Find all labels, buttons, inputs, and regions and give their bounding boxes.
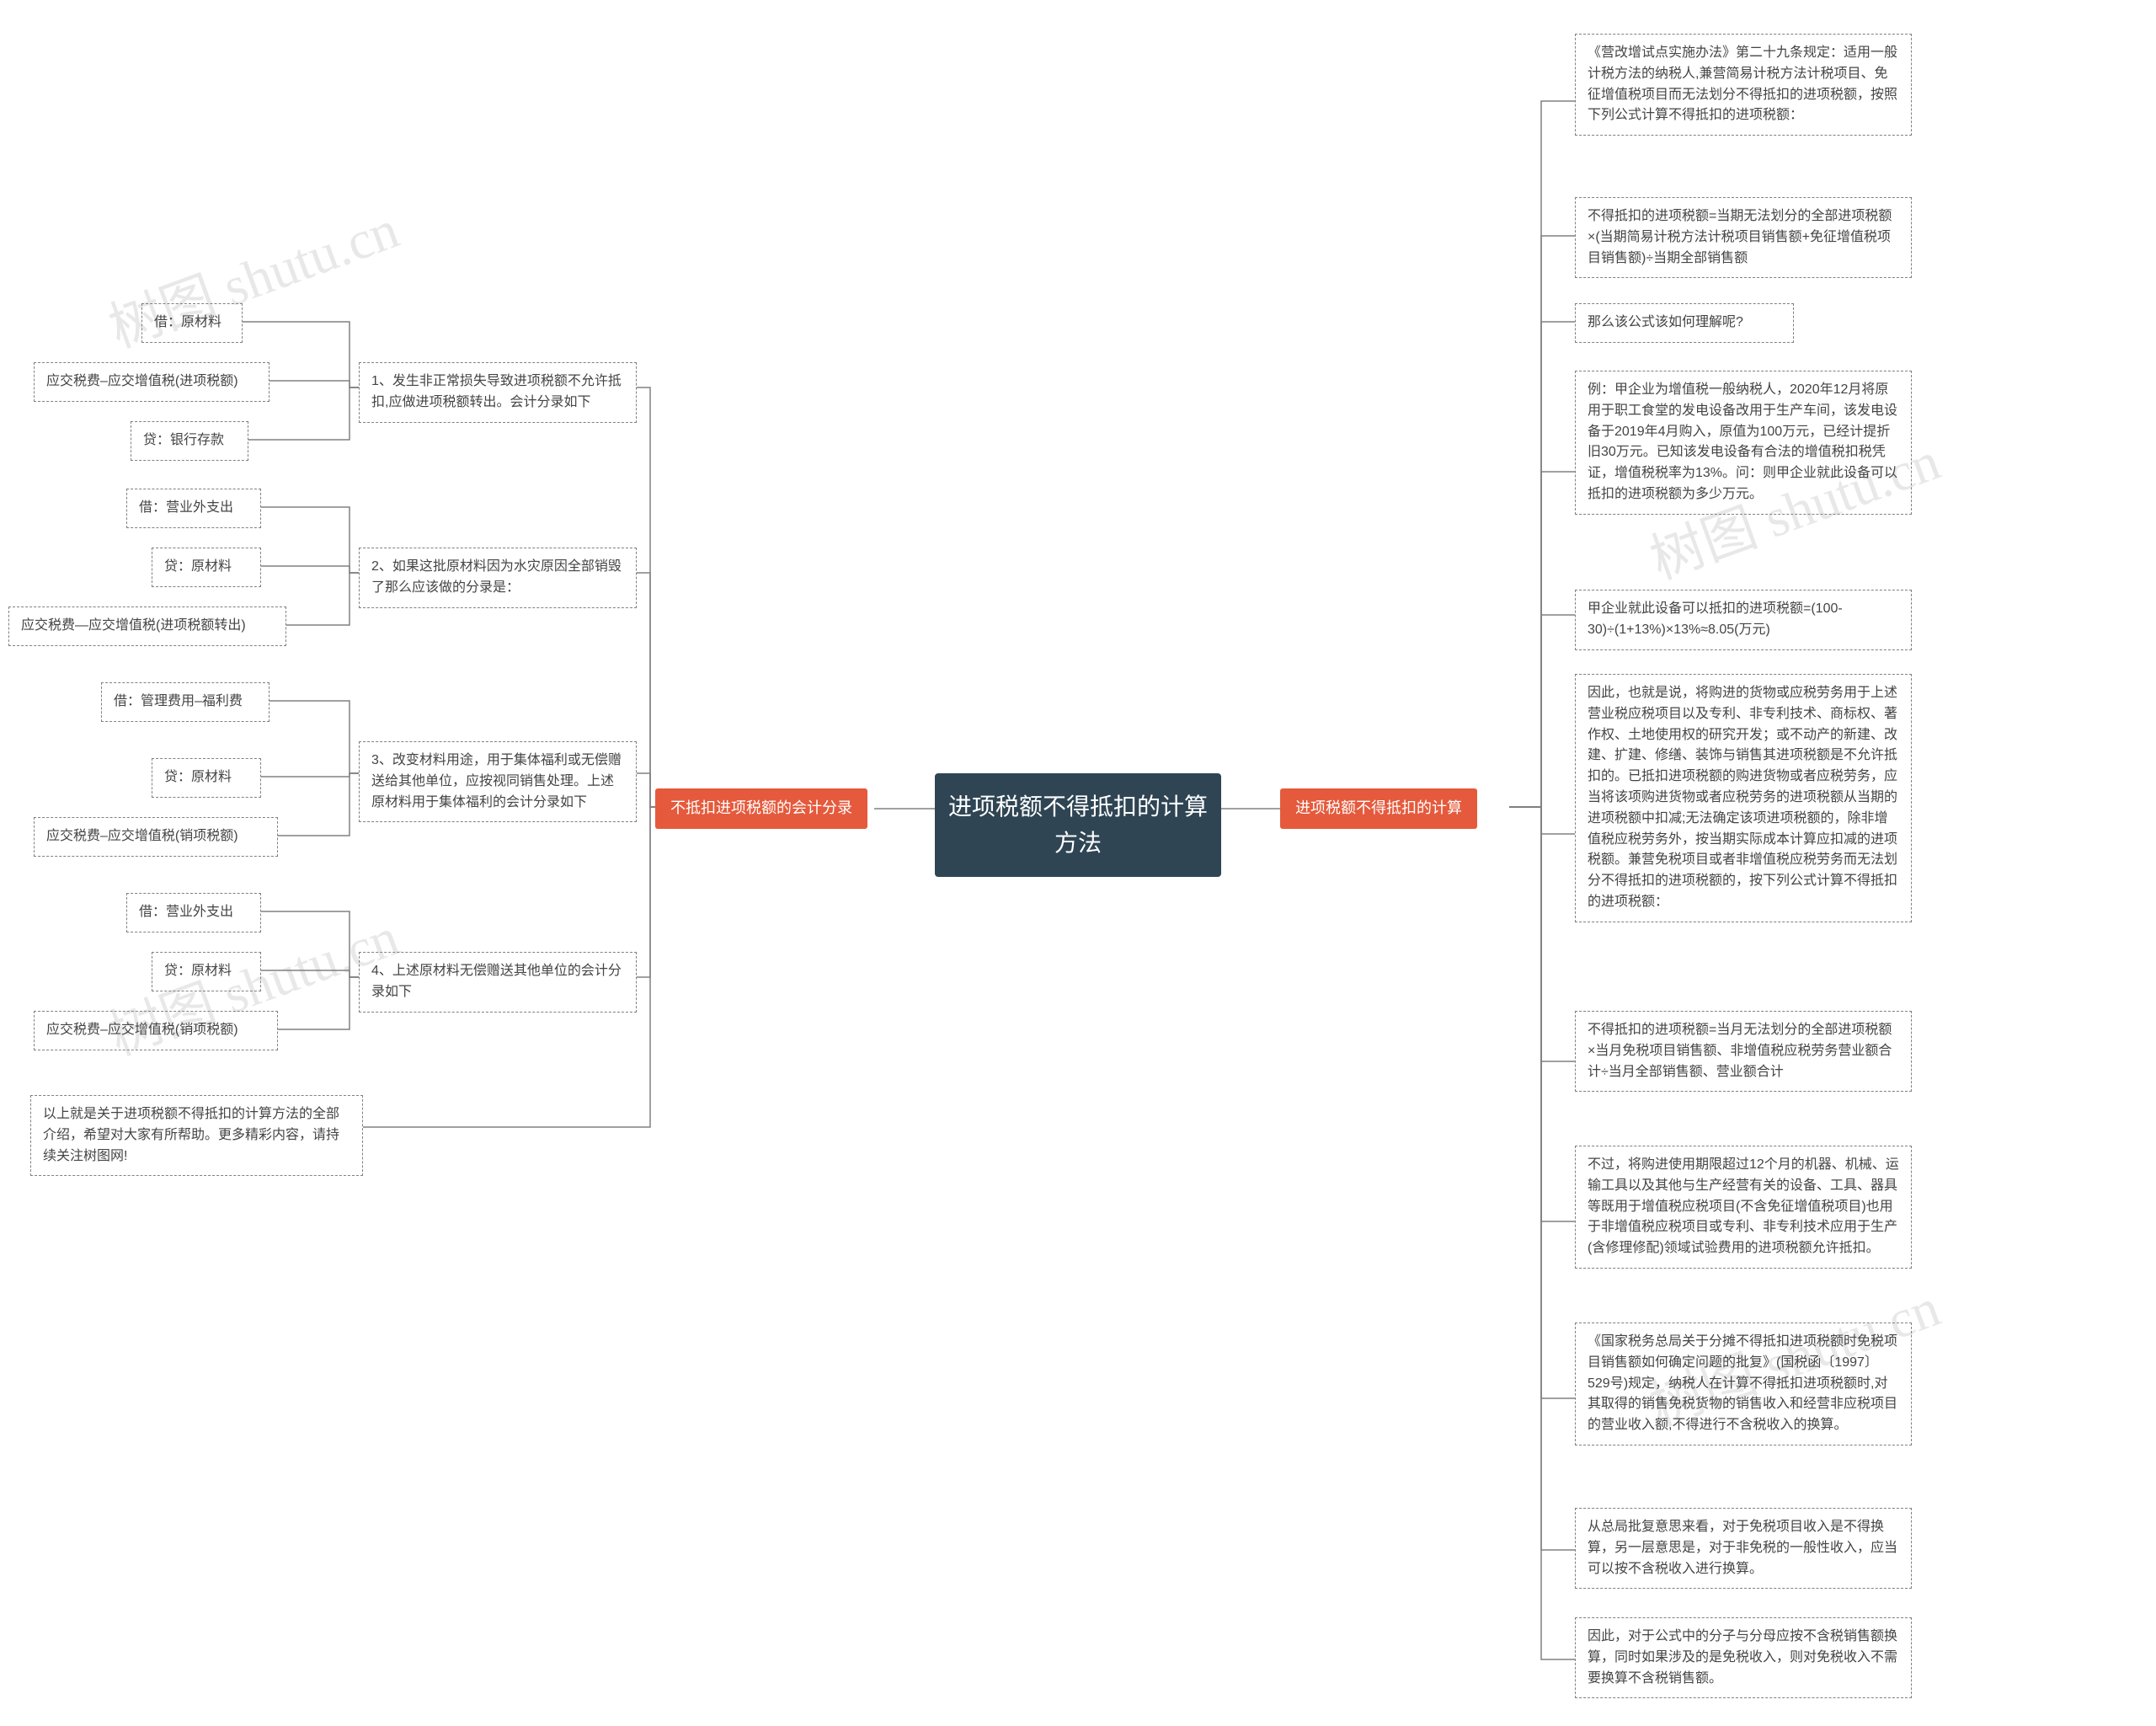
root-node: 进项税额不得抵扣的计算方法 — [935, 773, 1221, 877]
left-entry: 借：营业外支出 — [126, 893, 261, 932]
left-entry: 应交税费–应交增值税(销项税额) — [34, 817, 278, 857]
left-entry: 借：原材料 — [141, 303, 243, 343]
right-item: 不得抵扣的进项税额=当月无法划分的全部进项税额×当月免税项目销售额、非增值税应税… — [1575, 1011, 1912, 1092]
left-group-label: 以上就是关于进项税额不得抵扣的计算方法的全部介绍，希望对大家有所帮助。更多精彩内… — [30, 1095, 363, 1176]
left-group-label: 4、上述原材料无偿赠送其他单位的会计分录如下 — [359, 952, 637, 1013]
left-entry: 贷：原材料 — [152, 952, 261, 991]
left-entry: 贷：银行存款 — [131, 421, 248, 461]
left-entry: 应交税费–应交增值税(销项税额) — [34, 1011, 278, 1050]
left-group-label: 3、改变材料用途，用于集体福利或无偿赠送给其他单位，应按视同销售处理。上述原材料… — [359, 741, 637, 822]
right-item: 不过，将购进使用期限超过12个月的机器、机械、运输工具以及其他与生产经营有关的设… — [1575, 1146, 1912, 1269]
left-entry: 应交税费—应交增值税(进项税额转出) — [8, 607, 286, 646]
right-item: 《国家税务总局关于分摊不得抵扣进项税额时免税项目销售额如何确定问题的批复》(国税… — [1575, 1323, 1912, 1445]
left-entry: 应交税费–应交增值税(进项税额) — [34, 362, 270, 402]
right-item: 因此，也就是说，将购进的货物或应税劳务用于上述营业税应税项目以及专利、非专利技术… — [1575, 674, 1912, 922]
left-entry: 借：管理费用–福利费 — [101, 682, 270, 722]
right-item: 甲企业就此设备可以抵扣的进项税额=(100-30)÷(1+13%)×13%≈8.… — [1575, 590, 1912, 650]
right-item: 因此，对于公式中的分子与分母应按不含税销售额换算，同时如果涉及的是免税收入，则对… — [1575, 1617, 1912, 1698]
left-entry: 借：营业外支出 — [126, 489, 261, 528]
right-branch-title: 进项税额不得抵扣的计算 — [1280, 788, 1477, 829]
left-entry: 贷：原材料 — [152, 758, 261, 798]
right-item: 《营改增试点实施办法》第二十九条规定：适用一般计税方法的纳税人,兼营简易计税方法… — [1575, 34, 1912, 136]
right-item: 例：甲企业为增值税一般纳税人，2020年12月将原用于职工食堂的发电设备改用于生… — [1575, 371, 1912, 515]
right-item: 不得抵扣的进项税额=当期无法划分的全部进项税额×(当期简易计税方法计税项目销售额… — [1575, 197, 1912, 278]
left-group-label: 1、发生非正常损失导致进项税额不允许抵扣,应做进项税额转出。会计分录如下 — [359, 362, 637, 423]
left-group-label: 2、如果这批原材料因为水灾原因全部销毁了那么应该做的分录是： — [359, 548, 637, 608]
left-entry: 贷：原材料 — [152, 548, 261, 587]
right-item: 那么该公式该如何理解呢? — [1575, 303, 1794, 343]
right-item: 从总局批复意思来看，对于免税项目收入是不得换算，另一层意思是，对于非免税的一般性… — [1575, 1508, 1912, 1589]
left-branch-title: 不抵扣进项税额的会计分录 — [655, 788, 867, 829]
